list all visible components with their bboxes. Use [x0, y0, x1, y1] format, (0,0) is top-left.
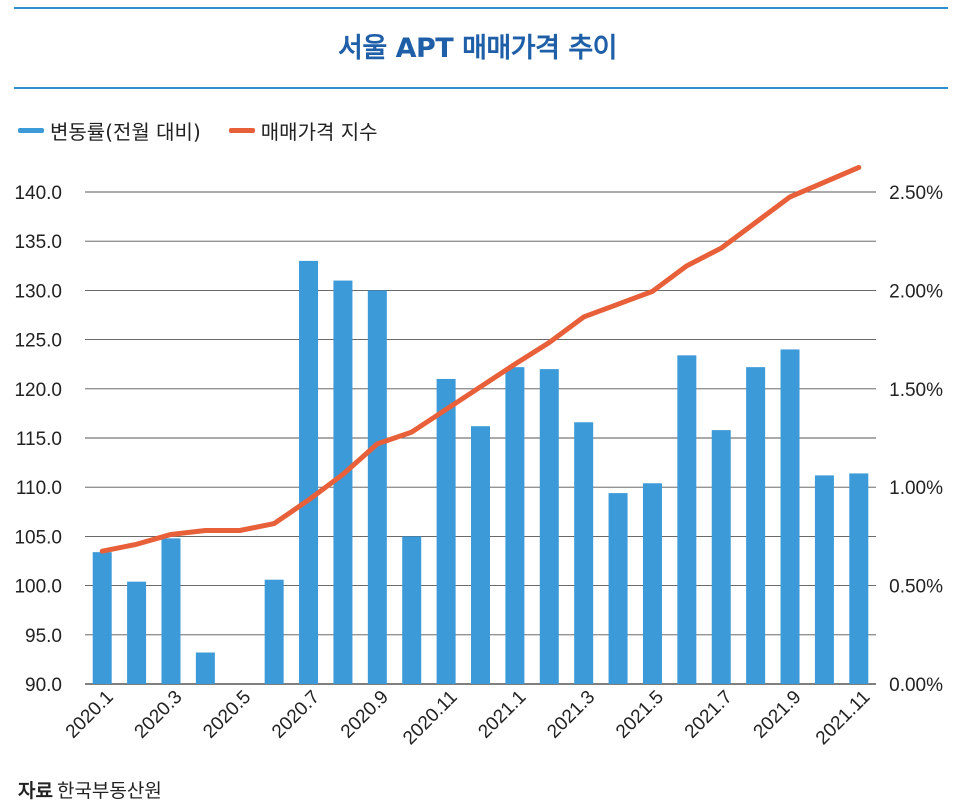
bar — [402, 536, 422, 684]
left-axis-tick-label: 115.0 — [16, 429, 62, 450]
bar — [367, 290, 387, 684]
left-axis-tick-label: 95.0 — [25, 626, 62, 647]
x-axis-tick-label: 2020.7 — [268, 687, 324, 743]
bar — [608, 493, 628, 684]
x-axis-tick-label: 2020.1 — [62, 687, 118, 743]
legend: 변동률(전월 대비) 매매가격 지수 — [18, 116, 406, 145]
legend-item-line: 매매가격 지수 — [228, 116, 378, 145]
left-axis-tick-label: 130.0 — [14, 281, 62, 302]
bar — [677, 355, 697, 684]
x-axis-tick-label: 2021.3 — [543, 687, 599, 743]
x-axis-tick-label: 2021.9 — [750, 687, 806, 743]
x-axis-tick-label: 2020.5 — [199, 687, 255, 743]
right-axis-tick-label: 2.00% — [889, 281, 943, 302]
bar — [264, 579, 284, 684]
left-axis-tick-label: 140.0 — [14, 183, 62, 204]
top-rule — [14, 7, 948, 9]
bar — [711, 430, 731, 684]
left-axis-tick-label: 125.0 — [14, 331, 62, 352]
bar — [746, 367, 766, 684]
x-axis-tick-label: 2020.11 — [399, 687, 461, 749]
source-label: 자료 — [18, 780, 53, 802]
x-axis-tick-label: 2021.7 — [681, 687, 737, 743]
legend-swatch-line — [228, 128, 255, 133]
index-line — [99, 164, 862, 554]
bar — [642, 483, 662, 684]
left-axis-tick-label: 100.0 — [14, 577, 62, 598]
x-axis-tick-label: 2020.3 — [131, 687, 187, 743]
right-axis-tick-label: 2.50% — [889, 183, 943, 204]
combo-chart: 140.0 135.0 130.0 125.0 120.0 115.0 110.0 105.0… — [14, 164, 943, 749]
right-axis-tick-label: 0.00% — [889, 675, 943, 696]
bar — [127, 581, 147, 684]
bar — [333, 280, 353, 684]
x-axis-tick-label: 2021.1 — [474, 687, 530, 743]
right-axis-tick-label: 0.50% — [889, 577, 943, 598]
bar — [849, 473, 869, 684]
bar — [436, 378, 456, 684]
legend-label-line: 매매가격 지수 — [260, 120, 378, 144]
bar — [471, 426, 490, 684]
left-axis-tick-label: 135.0 — [14, 232, 62, 253]
left-axis-tick-label: 120.0 — [14, 380, 62, 401]
bar — [161, 538, 181, 684]
bar — [574, 422, 594, 684]
bar — [780, 349, 800, 684]
right-axis-tick-label: 1.50% — [889, 380, 943, 401]
bar — [814, 475, 834, 684]
bar — [299, 260, 319, 684]
title-rule — [14, 87, 948, 89]
legend-swatch-bar — [18, 128, 44, 133]
right-axis-tick-label: 1.00% — [889, 478, 943, 499]
chart-title: 서울 APT 매매가격 추이 — [337, 33, 618, 64]
source-note: 자료 한국부동산원 — [18, 776, 162, 803]
bar — [92, 552, 112, 684]
source-text: 한국부동산원 — [56, 780, 162, 802]
x-axis-tick-label: 2021.11 — [812, 687, 874, 749]
x-axis-tick-label: 2021.5 — [612, 687, 668, 743]
legend-item-bar: 변동률(전월 대비) — [18, 116, 201, 145]
left-axis-tick-label: 105.0 — [14, 527, 62, 548]
bar — [539, 369, 559, 684]
left-axis-tick-label: 90.0 — [25, 675, 62, 696]
bar — [195, 652, 215, 684]
x-axis-tick-label: 2020.9 — [337, 687, 393, 743]
legend-label-bar: 변동률(전월 대비) — [50, 120, 201, 144]
bar — [505, 367, 525, 684]
left-axis-tick-label: 110.0 — [16, 478, 62, 499]
